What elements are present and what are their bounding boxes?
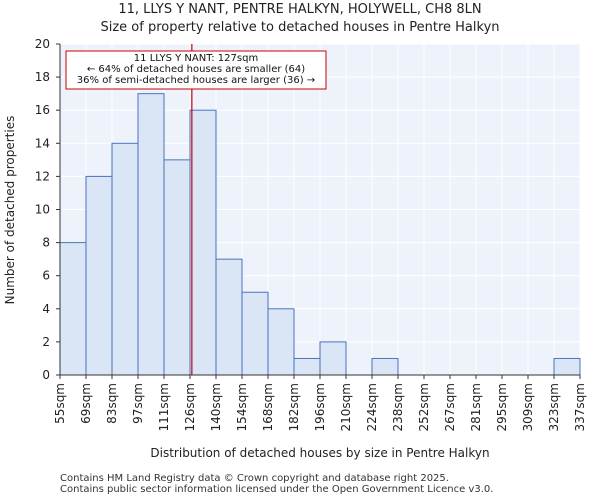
annotation-line-1: 11 LLYS Y NANT: 127sqm <box>134 53 258 64</box>
y-tick-label: 14 <box>35 136 50 150</box>
chart-title: 11, LLYS Y NANT, PENTRE HALKYN, HOLYWELL… <box>118 2 482 17</box>
y-tick-label: 20 <box>35 37 50 51</box>
y-tick-label: 2 <box>42 335 50 349</box>
bar-224sqm <box>371 357 399 376</box>
x-tick-label: 126sqm <box>183 383 197 431</box>
footer-copyright: Contains HM Land Registry data © Crown c… <box>60 473 449 484</box>
y-tick-label: 18 <box>35 70 50 84</box>
bar-83sqm <box>111 142 139 376</box>
x-tick-label: 210sqm <box>339 383 353 431</box>
x-tick-label: 55sqm <box>53 383 67 424</box>
bar-154sqm <box>241 291 269 376</box>
x-axis-label: Distribution of detached houses by size … <box>150 446 489 460</box>
x-tick-label: 69sqm <box>79 383 93 424</box>
x-tick-label: 267sqm <box>443 383 457 431</box>
footer-licence: Contains public sector information licen… <box>60 484 494 495</box>
bar-111sqm <box>163 159 191 376</box>
x-tick-label: 295sqm <box>495 383 509 431</box>
annotation-line-2: ← 64% of detached houses are smaller (64… <box>87 64 305 75</box>
x-tick-label: 196sqm <box>313 383 327 431</box>
x-tick-label: 309sqm <box>521 383 535 431</box>
x-tick-label: 281sqm <box>469 383 483 431</box>
bar-97sqm <box>137 93 165 376</box>
y-tick-label: 16 <box>35 103 50 117</box>
annotation-box: 11 LLYS Y NANT: 127sqm ← 64% of detached… <box>65 50 327 90</box>
y-tick-label: 0 <box>42 368 50 382</box>
x-tick-label: 182sqm <box>287 383 301 431</box>
bar-168sqm <box>267 308 295 376</box>
bar-182sqm <box>293 357 321 376</box>
y-tick-label: 10 <box>35 203 50 217</box>
y-axis-label: Number of detached properties <box>3 116 17 305</box>
x-tick-label: 238sqm <box>391 383 405 431</box>
x-tick-label: 97sqm <box>131 383 145 424</box>
x-tick-label: 252sqm <box>417 383 431 431</box>
y-tick-label: 12 <box>35 169 50 183</box>
bar-323sqm <box>553 357 581 376</box>
x-tick-labels: 55sqm 69sqm 83sqm 97sqm 111sqm 126sqm 140sqm 15… <box>53 375 587 431</box>
y-tick-label: 6 <box>42 269 50 283</box>
bar-140sqm <box>215 258 243 376</box>
x-tick-label: 323sqm <box>547 383 561 431</box>
chart-subtitle: Size of property relative to detached ho… <box>100 20 500 35</box>
bar-126sqm <box>189 109 217 376</box>
x-tick-label: 111sqm <box>157 383 171 431</box>
annotation-line-3: 36% of semi-detached houses are larger (… <box>77 75 315 86</box>
y-tick-label: 8 <box>42 236 50 250</box>
x-tick-label: 140sqm <box>209 383 223 431</box>
x-tick-label: 224sqm <box>365 383 379 431</box>
x-tick-label: 83sqm <box>105 383 119 424</box>
y-tick-label: 4 <box>42 302 50 316</box>
x-tick-label: 337sqm <box>573 383 587 431</box>
x-tick-label: 168sqm <box>261 383 275 431</box>
x-tick-label: 154sqm <box>235 383 249 431</box>
bar-55sqm <box>59 242 87 376</box>
bars <box>59 93 581 376</box>
y-tick-labels: 0 2 4 6 8 10 12 14 16 18 20 <box>35 37 60 382</box>
bar-69sqm <box>85 175 113 376</box>
bar-196sqm <box>319 341 347 376</box>
